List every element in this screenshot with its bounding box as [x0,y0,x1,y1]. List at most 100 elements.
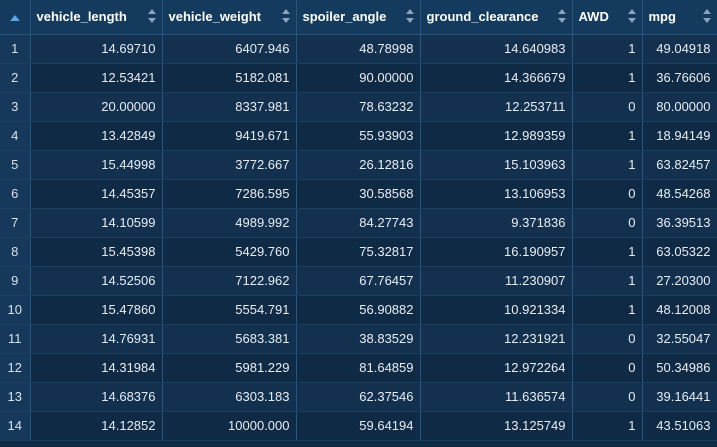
table-cell: 12.231921 [420,324,573,354]
table-cell: 81.64859 [296,353,421,383]
table-row: 13 14.68376 6303.183 62.37546 11.636574 0 39.1… [0,382,717,412]
row-number: 4 [0,121,31,151]
table-cell: 1 [572,266,643,296]
table-cell: 11.230907 [420,266,573,296]
column-header-mpg[interactable]: mpg [642,0,717,35]
table-cell: 15.45398 [30,237,163,267]
sort-icon[interactable] [405,9,414,23]
table-cell: 5981.229 [162,353,297,383]
table-cell: 4989.992 [162,208,297,238]
table-cell: 6407.946 [162,34,297,64]
table-cell: 8337.981 [162,92,297,122]
sort-icon[interactable] [702,9,711,23]
table-cell: 30.58568 [296,179,421,209]
sort-icon[interactable] [627,9,636,23]
table-cell: 39.16441 [642,382,717,412]
table-cell: 5554.791 [162,295,297,325]
table-row: 6 14.45357 7286.595 30.58568 13.106953 0 48.54… [0,179,717,209]
column-header-label: ground_clearance [426,9,539,25]
table-cell: 32.55047 [642,324,717,354]
column-header-ground-clearance[interactable]: ground_clearance [420,0,573,35]
table-cell: 43.51063 [642,411,717,441]
table-cell: 14.45357 [30,179,163,209]
table-cell: 0 [572,324,643,354]
table-cell: 63.82457 [642,150,717,180]
table-cell: 80.00000 [642,92,717,122]
table-cell: 12.53421 [30,63,163,93]
table-cell: 5182.081 [162,63,297,93]
table-cell: 7122.962 [162,266,297,296]
table-cell: 12.972264 [420,353,573,383]
row-index-sort-header[interactable] [0,0,31,35]
table-row: 10 15.47860 5554.791 56.90882 10.921334 1 48.1… [0,295,717,325]
table-cell: 0 [572,92,643,122]
row-number: 1 [0,34,31,64]
table-cell: 26.12816 [296,150,421,180]
row-number: 10 [0,295,31,325]
row-number: 13 [0,382,31,412]
table-cell: 1 [572,295,643,325]
sort-icon[interactable] [281,9,290,23]
row-number: 6 [0,179,31,209]
table-cell: 1 [572,237,643,267]
table-row: 1 14.69710 6407.946 48.78998 14.640983 1 49.04… [0,34,717,64]
column-header-spoiler-angle[interactable]: spoiler_angle [296,0,421,35]
table-row: 4 13.42849 9419.671 55.93903 12.989359 1 18.94… [0,121,717,151]
table-row: 11 14.76931 5683.381 38.83529 12.231921 0 32.5… [0,324,717,354]
row-number: 3 [0,92,31,122]
table-cell: 27.20300 [642,266,717,296]
table-cell: 48.54268 [642,179,717,209]
table-cell: 9.371836 [420,208,573,238]
table-cell: 5683.381 [162,324,297,354]
table-cell: 59.64194 [296,411,421,441]
table-cell: 14.12852 [30,411,163,441]
table-cell: 36.76606 [642,63,717,93]
table-cell: 0 [572,208,643,238]
table-cell: 1 [572,34,643,64]
table-header: vehicle_length vehicle_weight spoiler_angl… [0,0,717,35]
table-cell: 1 [572,150,643,180]
table-row: 8 15.45398 5429.760 75.32817 16.190957 1 63.05… [0,237,717,267]
table-row: 12 14.31984 5981.229 81.64859 12.972264 0 50.3… [0,353,717,383]
column-header-label: mpg [648,9,676,25]
column-header-vehicle-length[interactable]: vehicle_length [30,0,163,35]
table-cell: 56.90882 [296,295,421,325]
table-cell: 13.125749 [420,411,573,441]
sort-ascending-icon [9,15,20,22]
table-cell: 13.42849 [30,121,163,151]
table-cell: 16.190957 [420,237,573,267]
table-cell: 10000.000 [162,411,297,441]
table-row: 2 12.53421 5182.081 90.00000 14.366679 1 36.76… [0,63,717,93]
table-cell: 75.32817 [296,237,421,267]
table-cell: 6303.183 [162,382,297,412]
table-cell: 14.52506 [30,266,163,296]
table-cell: 1 [572,121,643,151]
table-cell: 12.989359 [420,121,573,151]
table-cell: 7286.595 [162,179,297,209]
table-cell: 14.640983 [420,34,573,64]
sort-icon[interactable] [557,9,566,23]
table-cell: 5429.760 [162,237,297,267]
table-cell: 90.00000 [296,63,421,93]
table-cell: 20.00000 [30,92,163,122]
table-cell: 14.76931 [30,324,163,354]
row-number: 7 [0,208,31,238]
table-cell: 12.253711 [420,92,573,122]
table-cell: 0 [572,353,643,383]
table-cell: 15.44998 [30,150,163,180]
table-cell: 13.106953 [420,179,573,209]
table-cell: 14.10599 [30,208,163,238]
table-cell: 11.636574 [420,382,573,412]
row-number: 8 [0,237,31,267]
column-header-awd[interactable]: AWD [572,0,643,35]
table-row: 7 14.10599 4989.992 84.27743 9.371836 0 36.395… [0,208,717,238]
row-number: 12 [0,353,31,383]
table-cell: 62.37546 [296,382,421,412]
table-cell: 3772.667 [162,150,297,180]
table-row: 14 14.12852 10000.000 59.64194 13.125749 1 43.… [0,411,717,441]
column-header-vehicle-weight[interactable]: vehicle_weight [162,0,297,35]
sort-icon[interactable] [147,9,156,23]
table-row: 3 20.00000 8337.981 78.63232 12.253711 0 80.00… [0,92,717,122]
